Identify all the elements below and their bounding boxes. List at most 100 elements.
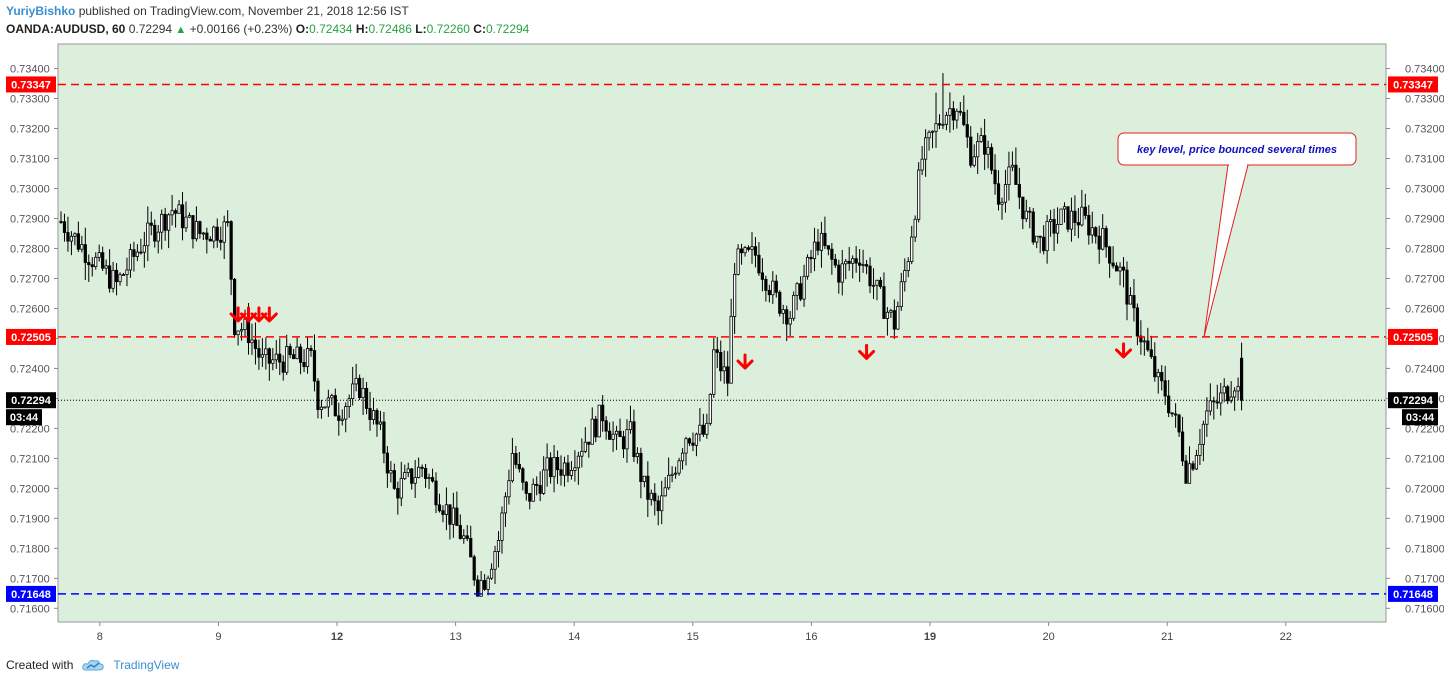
candle [215,226,219,241]
candle [285,346,289,373]
y-tick-label-left: 0.72400 [10,363,50,375]
candle [719,351,723,372]
candle [229,221,233,280]
candle [531,483,535,502]
y-tick-label-left: 0.72800 [10,243,50,255]
candle [673,472,678,475]
publish-info: YuriyBishko published on TradingView.com… [6,4,409,18]
candle [767,289,771,296]
open-label: O: [295,22,310,36]
tradingview-link[interactable]: TradingView [113,658,180,672]
y-tick-label-right: 0.72100 [1405,453,1444,465]
candle [1049,219,1053,222]
candle [361,387,365,398]
candle [976,141,980,158]
candle [465,535,469,539]
candle [562,462,567,476]
candle [472,556,476,581]
candle [1028,210,1032,213]
candle [858,262,862,266]
candle [896,306,900,330]
candle [937,123,942,126]
candle [517,464,521,470]
created-with-text: Created with [6,658,74,672]
candle [1069,210,1074,230]
candle [986,147,990,155]
candle [1062,206,1067,210]
x-tick-label: 8 [97,631,103,643]
candle [993,169,997,185]
candle [788,317,792,325]
plot-area[interactable] [57,43,1387,623]
down-arrow-icon [858,343,876,360]
y-tick-label-right: 0.71600 [1405,603,1444,615]
level-price-label: 0.71648 [11,589,51,601]
candle [135,251,139,257]
open-value: 0.72434 [309,22,353,36]
level-price-tag [6,328,56,345]
candle [1156,372,1160,378]
candle [1135,307,1140,337]
candle [274,353,278,361]
candle [680,452,685,462]
candle [76,233,80,250]
level-price-tag [1388,585,1438,602]
high-value: 0.72486 [368,22,412,36]
y-tick-label-left: 0.73200 [10,124,50,136]
candle [1007,166,1011,185]
candle [153,224,157,242]
candle [854,258,858,264]
candle [1226,386,1230,402]
candle [722,366,726,372]
candle [330,395,334,399]
x-tick-label: 16 [805,631,817,643]
candle [844,260,848,265]
candle [667,474,671,489]
ohlc-legend: OANDA:AUDUSD, 60 0.72294 ▲ +0.00166 (+0.… [6,22,529,36]
candle [1010,164,1015,168]
candle [1087,215,1091,236]
countdown-tag [1402,409,1438,426]
candle [83,244,87,263]
low-value: 0.72260 [426,22,470,36]
candle [996,183,1001,205]
candle [1153,356,1157,378]
candle [337,415,341,421]
candle [934,123,938,132]
candle [476,579,480,597]
candle [94,256,98,268]
close-label: C: [473,22,486,36]
candle [566,462,570,476]
candle [840,263,844,283]
candle [278,353,282,363]
x-tick-label: 14 [568,631,580,643]
candle [1118,266,1122,272]
candle [455,507,459,526]
level-price-tag [1388,392,1438,409]
candle [323,406,327,409]
candle [757,254,761,274]
candle [1000,201,1004,205]
candle [80,244,84,250]
candle [590,418,594,445]
candle [493,551,497,570]
candle [483,580,487,590]
candle [142,245,146,253]
candle [434,480,438,506]
candle [326,397,330,408]
candle [146,222,150,247]
high-label: H: [355,22,369,36]
candle [628,421,633,431]
candle [177,204,181,214]
candle [621,436,626,450]
candle [319,406,324,410]
candle [385,452,389,474]
author-link[interactable]: YuriyBishko [6,4,76,18]
candle [1139,335,1143,343]
candle [444,504,449,515]
candle [201,232,205,235]
candle [555,457,560,471]
candles [59,73,1244,597]
y-tick-label-left: 0.72700 [10,273,50,285]
